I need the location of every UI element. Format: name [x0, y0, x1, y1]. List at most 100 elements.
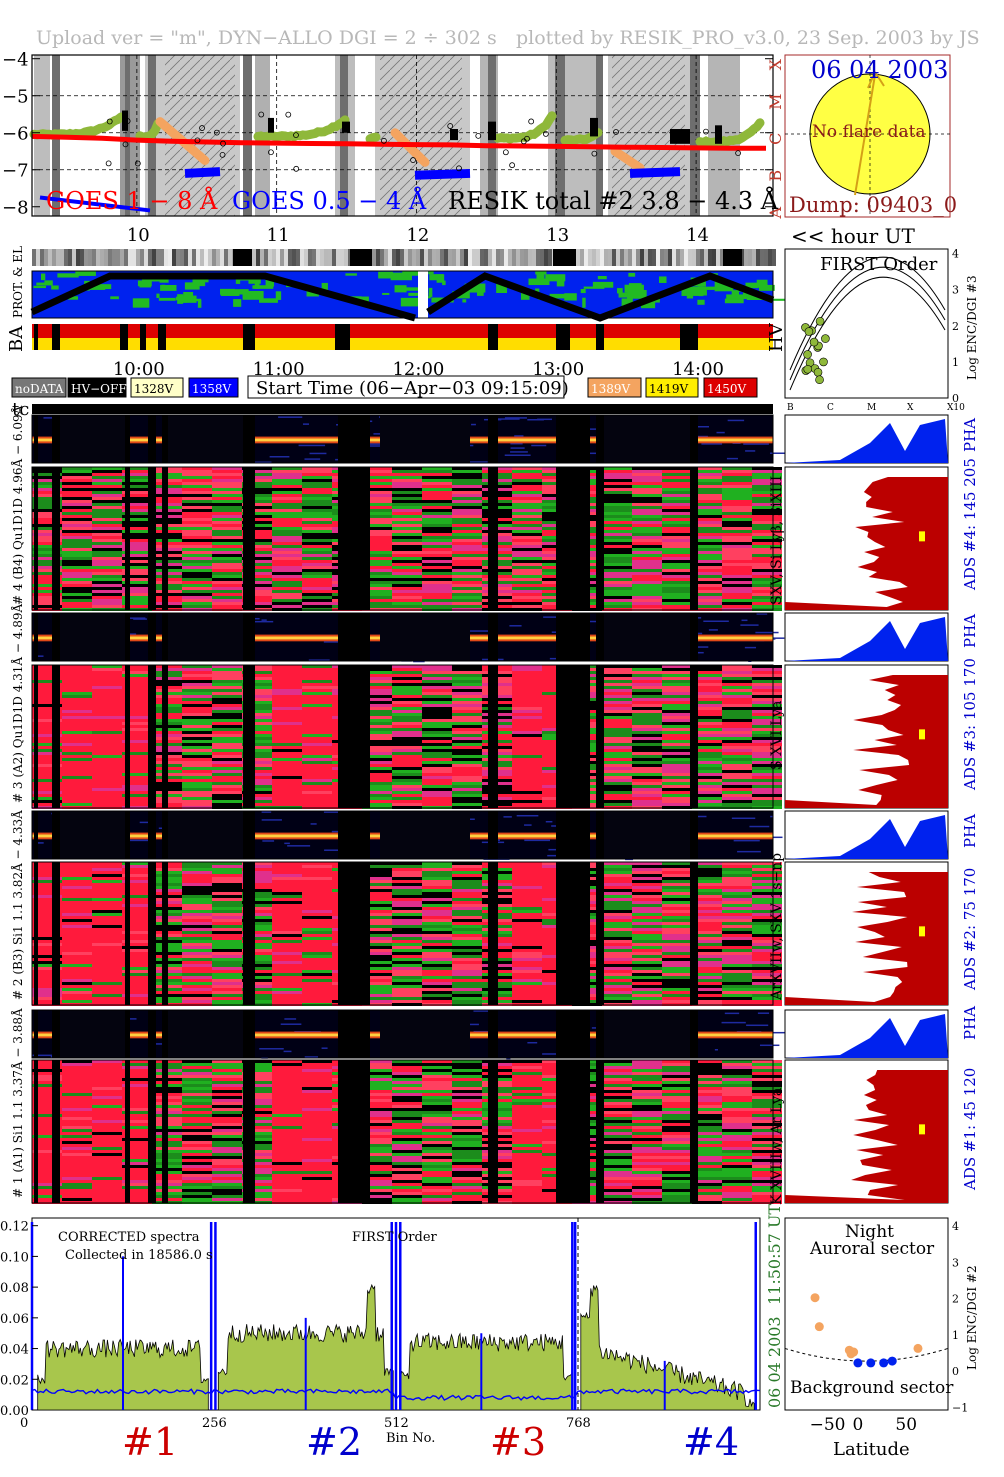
- spec-cell: [512, 704, 542, 707]
- spec-cell: [452, 746, 482, 749]
- spec-cell: [182, 940, 212, 943]
- spec-cell: [122, 1075, 152, 1078]
- spec-cell: [722, 985, 752, 988]
- spec-cell: [122, 1078, 152, 1081]
- spec-cell: [632, 500, 662, 503]
- spec-cell: [722, 527, 752, 530]
- first-ytick: 1: [952, 356, 959, 369]
- spec-cell: [92, 934, 122, 937]
- el-strip-cell: [544, 249, 548, 266]
- spec-cell: [122, 542, 152, 545]
- spec-cell: [122, 919, 152, 922]
- spec-cell: [662, 749, 692, 752]
- spec-cell: [122, 1069, 152, 1072]
- spec-cell: [512, 545, 542, 548]
- spec-cell: [182, 494, 212, 497]
- spec-cell: [602, 527, 632, 530]
- spec-dark: [168, 613, 243, 661]
- spec-cell: [182, 886, 212, 889]
- spec-cell: [392, 584, 422, 587]
- spec-cell: [92, 719, 122, 722]
- spec-cell: [272, 1060, 302, 1063]
- spec-cell: [302, 785, 332, 788]
- spec-cell: [62, 803, 92, 806]
- spec-cell: [392, 1102, 422, 1105]
- spec-cell: [62, 491, 92, 494]
- spec-cell: [392, 701, 422, 704]
- spec-cell: [422, 590, 452, 593]
- spec-cell: [392, 506, 422, 509]
- spec-cell: [122, 952, 152, 955]
- spec-cell: [422, 949, 452, 952]
- spec-cell: [302, 961, 332, 964]
- spec-cell: [392, 677, 422, 680]
- spec-cell: [242, 934, 272, 937]
- spec-cell: [182, 722, 212, 725]
- spec-cell: [392, 988, 422, 991]
- spec-cell: [182, 904, 212, 907]
- spec-cell: [242, 874, 272, 877]
- spec-cell: [512, 1096, 542, 1099]
- spec-cell: [392, 779, 422, 782]
- spec-cell: [182, 554, 212, 557]
- spec-gap: [690, 415, 698, 463]
- el-strip-cell: [328, 249, 332, 266]
- spec-cell: [632, 1066, 662, 1069]
- spec-cell: [452, 668, 482, 671]
- spec-cell: [632, 524, 662, 527]
- spec-cell: [392, 548, 422, 551]
- spec-cell: [602, 485, 632, 488]
- spec-cell: [692, 512, 722, 515]
- spec-cell: [752, 1072, 782, 1075]
- spec-cell: [722, 746, 752, 749]
- spec-cell: [602, 988, 632, 991]
- spec-cell: [452, 704, 482, 707]
- spec-cell: [212, 479, 242, 482]
- spec-cell: [662, 791, 692, 794]
- spec-cell: [302, 1111, 332, 1114]
- spec-cell: [722, 728, 752, 731]
- spec-cell: [662, 907, 692, 910]
- spec-cell: [722, 686, 752, 689]
- spec-cell: [62, 731, 92, 734]
- spec-cell: [752, 922, 782, 925]
- spec-cell: [662, 686, 692, 689]
- spec-noise: [269, 456, 290, 458]
- spec-cell: [32, 590, 62, 593]
- spec-cell: [62, 605, 92, 608]
- spec-cell: [122, 485, 152, 488]
- spec-cell: [722, 578, 752, 581]
- spec-cell: [632, 877, 662, 880]
- spec-cell: [302, 527, 332, 530]
- spec-cell: [362, 794, 392, 797]
- spec-cell: [422, 473, 452, 476]
- spec-cell: [32, 605, 62, 608]
- spec-cell: [122, 997, 152, 1000]
- spec-gap: [125, 665, 130, 808]
- spec-cell: [302, 689, 332, 692]
- spec-cell: [212, 895, 242, 898]
- spec-cell: [452, 470, 482, 473]
- spec-cell: [62, 728, 92, 731]
- spec-cell: [62, 916, 92, 919]
- spec-cell: [632, 578, 662, 581]
- spec-cell: [602, 1105, 632, 1108]
- spec-cell: [722, 961, 752, 964]
- spec-cell: [452, 1000, 482, 1003]
- el-strip-cell: [472, 249, 476, 266]
- spec-cell: [122, 1114, 152, 1117]
- spec-gap: [148, 811, 156, 859]
- spec-cell: [242, 725, 272, 728]
- spec-cell: [32, 578, 62, 581]
- spec-cell: [32, 716, 62, 719]
- spec-gap: [596, 862, 604, 1005]
- spec-cell: [92, 925, 122, 928]
- spec-cell: [32, 740, 62, 743]
- spec-cell: [692, 680, 722, 683]
- spec-cell: [452, 767, 482, 770]
- spec-cell: [122, 898, 152, 901]
- spec-cell: [92, 497, 122, 500]
- spec-cell: [422, 883, 452, 886]
- spec-cell: [452, 898, 482, 901]
- spec-cell: [92, 940, 122, 943]
